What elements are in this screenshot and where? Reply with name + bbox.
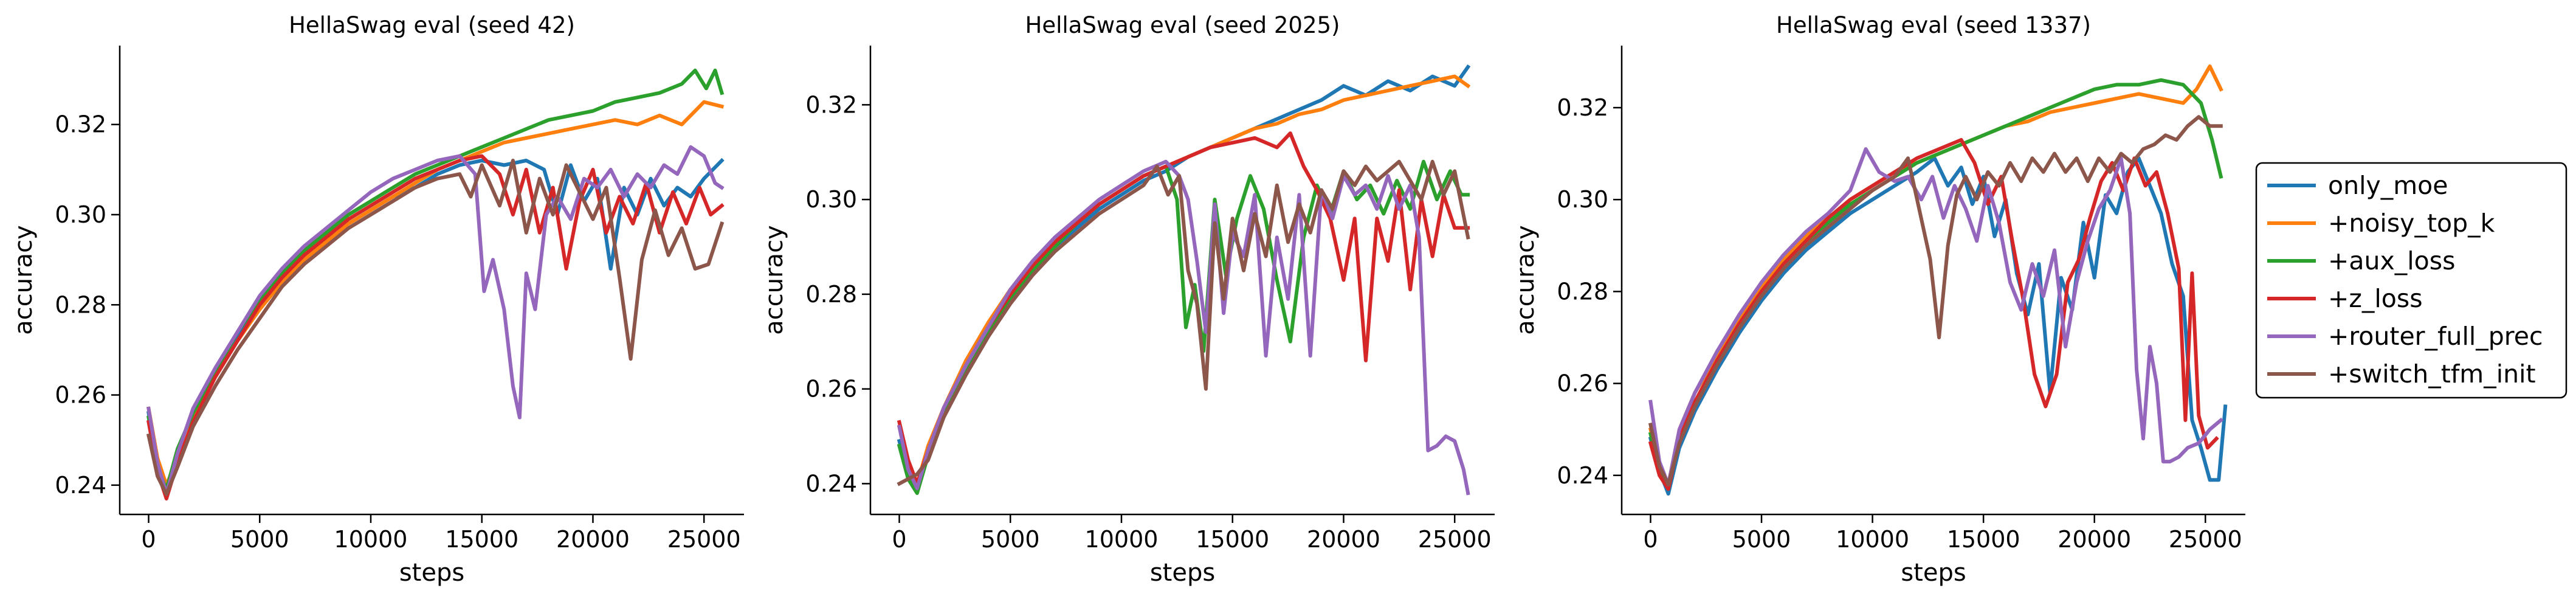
y-tick-label: 0.32	[805, 91, 857, 118]
x-tick-label: 10000	[1836, 526, 1909, 553]
series-line-switch-tfm-init	[897, 159, 1470, 486]
x-tick-label: 20000	[2058, 526, 2131, 553]
chart-panel-1: 0 5000 10000 15000 20000 25000 0.24 0.26 0.28 0.3…	[10, 12, 744, 587]
legend-label-switch-tfm-init: +switch_tfm_init	[2328, 359, 2536, 389]
chart-title: HellaSwag eval (seed 1337)	[1776, 12, 2091, 38]
x-tick-label: 5000	[230, 526, 289, 553]
x-tick-label: 5000	[1732, 526, 1791, 553]
legend-frame	[2255, 162, 2567, 399]
y-tick-label: 0.26	[55, 382, 106, 409]
chart-panel-3: 0 5000 10000 15000 20000 25000 0.24 0.26 0.28 0.3…	[1512, 12, 2245, 587]
y-tick-label: 0.30	[1557, 186, 1608, 213]
x-tick-label: 0	[892, 526, 906, 553]
chart-title: HellaSwag eval (seed 2025)	[1025, 12, 1340, 38]
y-tick-label: 0.24	[55, 472, 106, 499]
y-tick-label: 0.32	[1557, 94, 1608, 121]
y-tick-label: 0.30	[55, 201, 106, 228]
x-tick-label: 10000	[1085, 526, 1159, 553]
y-tick-label: 0.26	[805, 376, 857, 403]
series-line-aux-loss	[146, 68, 725, 492]
y-tick-label: 0.26	[1557, 370, 1608, 397]
x-axis-label: steps	[399, 559, 464, 587]
series-line-router-full-prec	[146, 145, 725, 496]
series-line-switch-tfm-init	[146, 159, 725, 496]
legend-label-noisy-top-k: +noisy_top_k	[2328, 209, 2495, 238]
y-axis-label: accuracy	[760, 225, 788, 334]
x-tick-label: 0	[141, 526, 156, 553]
x-axis-label: steps	[1901, 559, 1966, 587]
series-line-z-loss	[1648, 138, 2219, 491]
y-tick-label: 0.28	[55, 291, 106, 318]
legend-label-router-full-prec: +router_full_prec	[2328, 322, 2543, 351]
series-line-router-full-prec	[1648, 147, 2224, 486]
series-line-router-full-prec	[897, 159, 1470, 496]
legend: only_moe +noisy_top_k +aux_loss +z_loss +rou…	[2255, 162, 2567, 399]
y-tick-label: 0.30	[805, 186, 857, 213]
x-tick-label: 0	[1643, 526, 1658, 553]
legend-label-only-moe: only_moe	[2328, 171, 2448, 200]
x-axis-label: steps	[1150, 559, 1215, 587]
x-tick-label: 5000	[981, 526, 1040, 553]
x-tick-label: 15000	[445, 526, 518, 553]
legend-label-z-loss: +z_loss	[2328, 284, 2423, 313]
chart-panel-2: 0 5000 10000 15000 20000 25000 0.24 0.26 0.28 0.3…	[760, 12, 1495, 587]
y-tick-label: 0.28	[805, 281, 857, 308]
x-tick-label: 10000	[334, 526, 408, 553]
y-axis-label: accuracy	[1512, 225, 1540, 334]
x-tick-label: 25000	[2169, 526, 2242, 553]
chart-title: HellaSwag eval (seed 42)	[289, 12, 575, 38]
series-line-aux-loss	[897, 159, 1470, 495]
x-tick-label: 15000	[1196, 526, 1269, 553]
legend-label-aux-loss: +aux_loss	[2328, 246, 2455, 275]
x-tick-label: 20000	[1307, 526, 1380, 553]
y-tick-label: 0.24	[805, 470, 857, 497]
x-tick-label: 25000	[667, 526, 741, 553]
series-line-switch-tfm-init	[1648, 115, 2223, 486]
y-tick-label: 0.24	[1557, 462, 1608, 489]
y-tick-label: 0.32	[55, 111, 106, 138]
chart-panels: 0 5000 10000 15000 20000 25000 0.24 0.26 0.28 0.3…	[10, 12, 2245, 587]
x-tick-label: 20000	[556, 526, 630, 553]
series-line-z-loss	[146, 154, 725, 501]
x-tick-label: 15000	[1947, 526, 2020, 553]
y-axis-label: accuracy	[10, 225, 38, 334]
x-tick-label: 25000	[1418, 526, 1492, 553]
y-tick-label: 0.28	[1557, 278, 1608, 305]
